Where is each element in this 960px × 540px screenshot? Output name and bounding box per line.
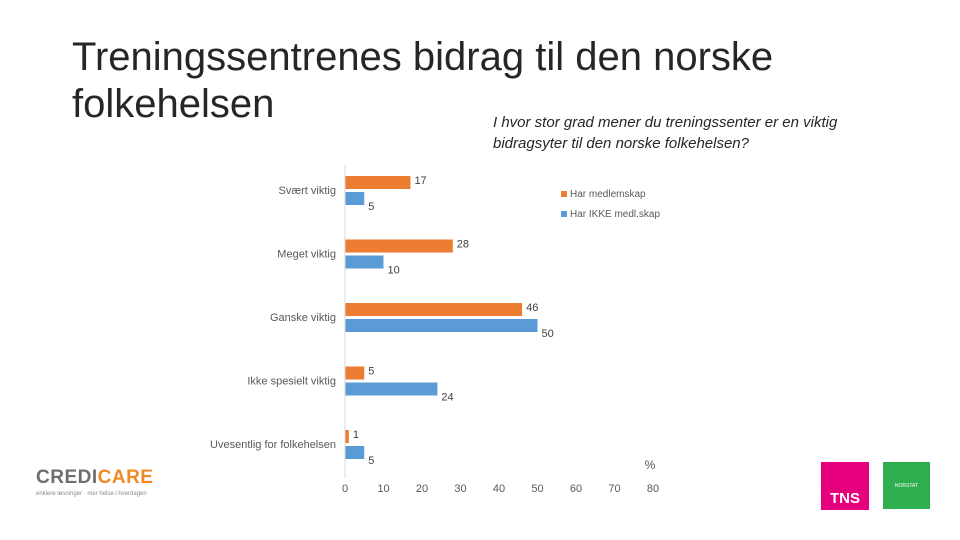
- legend-swatch: [561, 211, 567, 217]
- chart-subtitle: I hvor stor grad mener du treningssenter…: [493, 114, 838, 152]
- data-label: 5: [368, 201, 374, 213]
- x-tick-label: 80: [647, 483, 659, 495]
- x-tick-label: 70: [608, 483, 620, 495]
- tns-logo: TNS: [821, 462, 869, 510]
- legend-swatch: [561, 191, 567, 197]
- x-tick-label: 20: [416, 483, 428, 495]
- x-tick-label: 30: [454, 483, 466, 495]
- x-tick-label: 60: [570, 483, 582, 495]
- data-label: 5: [368, 366, 374, 378]
- data-label: 28: [457, 239, 469, 251]
- x-unit-label: %: [645, 458, 656, 472]
- bar-nonmember: [345, 192, 365, 205]
- x-tick-label: 50: [531, 483, 543, 495]
- x-tick-label: 0: [342, 483, 348, 495]
- bar-member: [345, 303, 523, 316]
- category-label: Meget viktig: [277, 249, 336, 261]
- category-label: Uvesentlig for folkehelsen: [210, 439, 336, 451]
- bar-member: [345, 430, 349, 443]
- page-title: Treningssentrenes bidrag til den norske …: [72, 35, 774, 126]
- credicare-logo-text-b: CARE: [97, 467, 154, 488]
- data-label: 10: [388, 265, 400, 277]
- data-label: 17: [414, 175, 426, 187]
- bar-member: [345, 239, 453, 253]
- legend-label: Har medlemskap: [570, 189, 646, 200]
- norstat-logo: NORSTAT: [883, 462, 930, 509]
- data-label: 24: [441, 392, 453, 404]
- category-label: Svært viktig: [279, 185, 336, 197]
- credicare-logo: CREDICARE enklere løsninger · mer helse …: [36, 468, 156, 502]
- data-label: 1: [353, 429, 359, 441]
- bar-nonmember: [345, 446, 365, 459]
- category-label: Ganske viktig: [270, 312, 336, 324]
- legend-label: Har IKKE medl.skap: [570, 209, 660, 220]
- bar-nonmember: [345, 255, 384, 269]
- data-label: 5: [368, 455, 374, 467]
- bar-nonmember: [345, 382, 438, 396]
- credicare-logo-text-a: CREDI: [36, 467, 98, 488]
- data-label: 50: [542, 328, 554, 340]
- data-label: 46: [526, 302, 538, 314]
- bar-member: [345, 176, 411, 189]
- x-tick-label: 10: [377, 483, 389, 495]
- x-tick-label: 40: [493, 483, 505, 495]
- category-label: Ikke spesielt viktig: [247, 376, 336, 388]
- bar-member: [345, 366, 365, 380]
- bar-nonmember: [345, 319, 538, 332]
- credicare-tagline: enklere løsninger · mer helse i hverdage…: [36, 491, 147, 497]
